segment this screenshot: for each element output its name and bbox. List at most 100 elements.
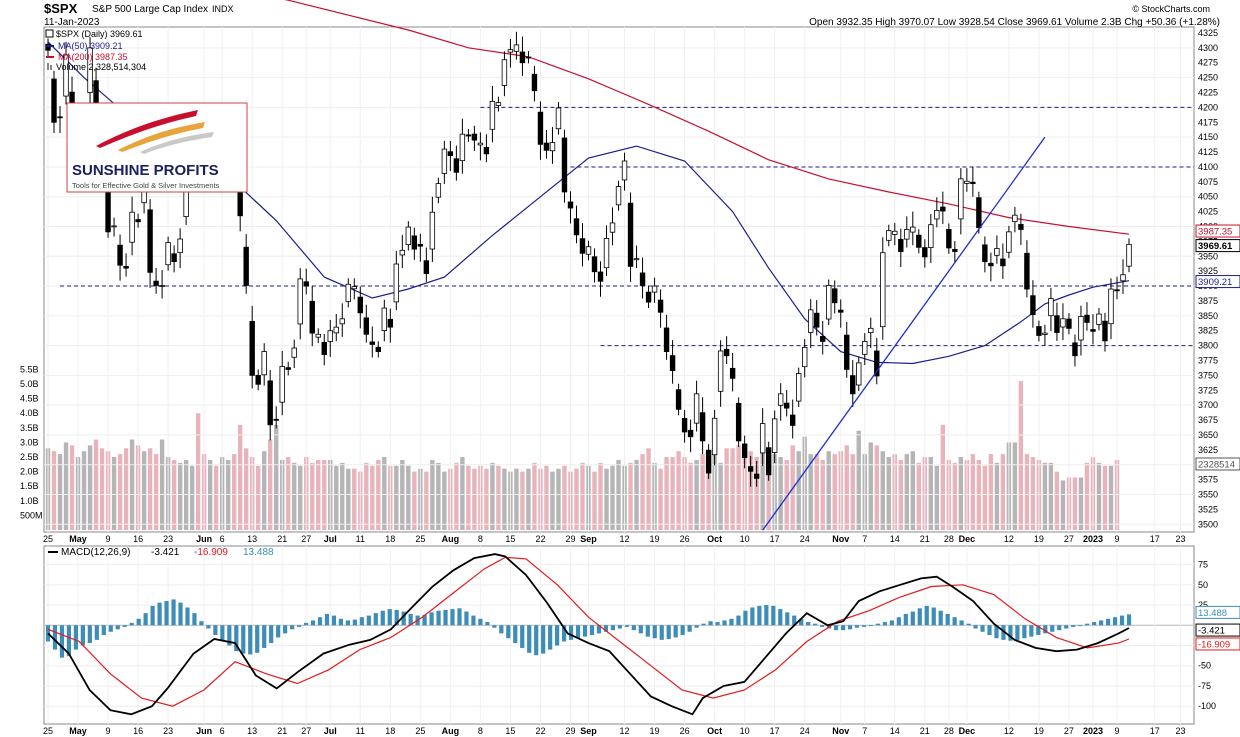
x-tick-label: 2023 — [1083, 534, 1103, 544]
macd-histogram-bar — [1085, 623, 1090, 626]
candle-body — [159, 285, 165, 287]
macd-histogram-bar — [115, 625, 120, 630]
candle-body — [603, 238, 610, 269]
logo-swoosh-icon — [96, 110, 198, 148]
candle-body — [537, 111, 544, 145]
macd-histogram-bar — [241, 625, 246, 654]
macd-histogram-bar — [1105, 618, 1111, 626]
macd-title-macd: -3.421 — [151, 547, 180, 558]
volume-bar — [123, 448, 129, 530]
macd-histogram-bar — [771, 605, 776, 626]
macd-histogram-bar — [1092, 622, 1097, 626]
x-tick-label: 16 — [133, 534, 143, 544]
candle-body — [723, 348, 730, 357]
x-tick-label: 14 — [890, 534, 900, 544]
macd-histogram-bar — [736, 615, 741, 626]
macd-histogram-bar — [1036, 625, 1041, 635]
macd-histogram-bar — [582, 625, 588, 637]
x-tick-label-macd: 17 — [1150, 726, 1160, 736]
macd-histogram-bar — [882, 622, 888, 626]
x-tick-label-macd: 19 — [650, 726, 660, 736]
macd-histogram-bar — [903, 613, 908, 626]
volume-bar — [99, 448, 105, 530]
macd-histogram-bar — [192, 613, 197, 626]
candle-body — [261, 351, 267, 376]
macd-histogram-bar — [366, 615, 371, 626]
volume-bar — [364, 462, 369, 530]
macd-histogram-bar — [429, 612, 434, 626]
x-tick-label-macd: 2023 — [1083, 726, 1103, 736]
candle-body — [699, 412, 706, 442]
macd-hist-last-value-box — [1195, 605, 1240, 619]
signal-last-value-box — [1195, 637, 1240, 651]
macd-title-signal: -16.909 — [194, 547, 228, 558]
volume-bar — [874, 445, 879, 530]
candle-body — [771, 418, 778, 453]
volume-tick-label: 3.0B — [20, 437, 39, 447]
macd-histogram-bar — [164, 601, 169, 626]
macd-histogram-bar — [73, 625, 78, 650]
price-tick-label: 4050 — [1198, 192, 1218, 202]
price-panel-frame — [43, 26, 1195, 533]
candle-body — [765, 447, 772, 476]
candle-body — [874, 350, 880, 377]
price-tick-label: 4100 — [1198, 162, 1218, 172]
volume-bar — [574, 468, 579, 530]
candle-body — [273, 418, 279, 421]
volume-bar — [886, 457, 891, 530]
macd-histogram-bar — [659, 625, 664, 640]
volume-bar — [1078, 477, 1084, 530]
volume-bar — [153, 454, 159, 530]
x-tick-label-macd: 7 — [862, 726, 867, 736]
volume-bar — [1096, 462, 1102, 530]
candle-body — [513, 44, 520, 52]
candle-body — [525, 56, 532, 59]
volume-bar — [1024, 454, 1030, 530]
x-tick-label-macd: Jun — [196, 726, 212, 736]
volume-bar — [730, 448, 735, 530]
macd-histogram-bar — [296, 625, 302, 627]
candle-body — [934, 210, 940, 220]
volume-bar — [1018, 381, 1024, 530]
volume-bar — [796, 451, 801, 530]
price-tick-label: 4275 — [1198, 58, 1218, 68]
candle-body — [621, 160, 628, 181]
volume-bar — [664, 457, 669, 530]
macd-histogram-bar — [840, 625, 846, 631]
candle-body — [249, 321, 255, 376]
volume-bar — [141, 451, 147, 530]
volume-bar — [454, 462, 459, 530]
volume-bar — [352, 468, 357, 530]
candle-body — [735, 402, 742, 442]
x-tick-label-macd: 21 — [277, 726, 287, 736]
volume-bar — [688, 462, 693, 530]
x-tick-label-macd: 15 — [505, 726, 515, 736]
volume-bar — [460, 457, 465, 530]
candle-body — [862, 341, 868, 355]
macd-histogram-bar — [534, 625, 539, 656]
x-tick-label-macd: 13 — [247, 726, 257, 736]
volume-bar — [958, 457, 964, 530]
candle-body — [856, 362, 862, 386]
candle-body — [898, 238, 904, 252]
trendline — [762, 136, 1046, 531]
x-tick-label-macd: 16 — [133, 726, 143, 736]
volume-bar — [310, 462, 315, 530]
macd-histogram-bar — [778, 609, 783, 626]
volume-bar — [544, 465, 549, 530]
x-tick-label-macd: 27 — [301, 726, 311, 736]
macd-histogram-bar — [276, 625, 281, 638]
candle-body — [369, 341, 375, 345]
price-tick-label: 3750 — [1198, 370, 1218, 380]
macd-histogram-bar — [255, 625, 260, 653]
volume-bar — [610, 465, 615, 530]
x-tick-label: 12 — [1004, 534, 1014, 544]
volume-bar — [1048, 462, 1054, 530]
candle-body — [447, 151, 454, 157]
volume-bar — [490, 462, 495, 530]
macd-histogram-bar — [980, 625, 985, 632]
volume-bar — [1012, 442, 1018, 530]
volume-bar — [592, 471, 597, 530]
candle-body — [411, 235, 418, 250]
